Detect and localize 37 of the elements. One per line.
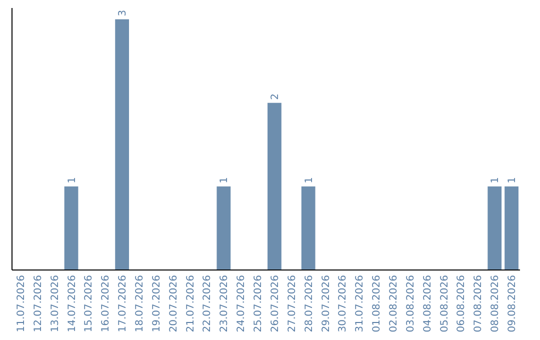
x-tick-label: 07.08.2026 <box>473 275 484 332</box>
data-label: 1 <box>304 177 315 184</box>
x-tick-label: 21.07.2026 <box>185 275 196 332</box>
x-tick-label: 22.07.2026 <box>202 275 214 332</box>
data-label: 3 <box>118 10 129 16</box>
x-tick-label: 25.07.2026 <box>253 275 264 332</box>
x-tick-label: 03.08.2026 <box>405 275 416 332</box>
x-tick-label: 27.07.2026 <box>286 275 298 332</box>
data-label: 1 <box>219 177 230 184</box>
x-tick-label: 30.07.2026 <box>338 275 349 332</box>
x-tick-label: 23.07.2026 <box>219 275 230 332</box>
x-tick-label: 17.07.2026 <box>118 275 129 332</box>
x-tick-label: 13.07.2026 <box>50 275 61 332</box>
x-tick-label: 20.07.2026 <box>168 275 180 332</box>
x-tick-label: 26.07.2026 <box>270 275 281 332</box>
x-tick-label: 01.08.2026 <box>372 275 383 332</box>
x-tick-label: 08.08.2026 <box>490 275 502 332</box>
x-tick-label: 02.08.2026 <box>388 275 400 332</box>
x-tick-label: 24.07.2026 <box>236 275 248 332</box>
x-tick-label: 05.08.2026 <box>439 275 450 332</box>
x-tick-label: 14.07.2026 <box>66 275 78 332</box>
x-tick-label: 19.07.2026 <box>151 275 162 332</box>
data-label: 1 <box>490 177 502 184</box>
x-tick-label: 11.07.2026 <box>16 275 27 332</box>
x-tick-label: 28.07.2026 <box>304 275 315 332</box>
x-tick-label: 29.07.2026 <box>320 275 332 332</box>
data-label: 1 <box>66 177 78 184</box>
x-tick-label: 12.07.2026 <box>32 275 44 332</box>
x-tick-label: 04.08.2026 <box>422 275 434 332</box>
x-tick-label: 16.07.2026 <box>100 275 112 332</box>
x-tick-label: 15.07.2026 <box>84 275 95 332</box>
x-tick-label: 18.07.2026 <box>134 275 146 332</box>
x-tick-label: 31.07.2026 <box>354 275 366 332</box>
data-label: 1 <box>507 177 518 184</box>
x-tick-label: 09.08.2026 <box>507 275 518 332</box>
data-label: 2 <box>270 93 281 100</box>
x-tick-label: 06.08.2026 <box>456 275 468 332</box>
